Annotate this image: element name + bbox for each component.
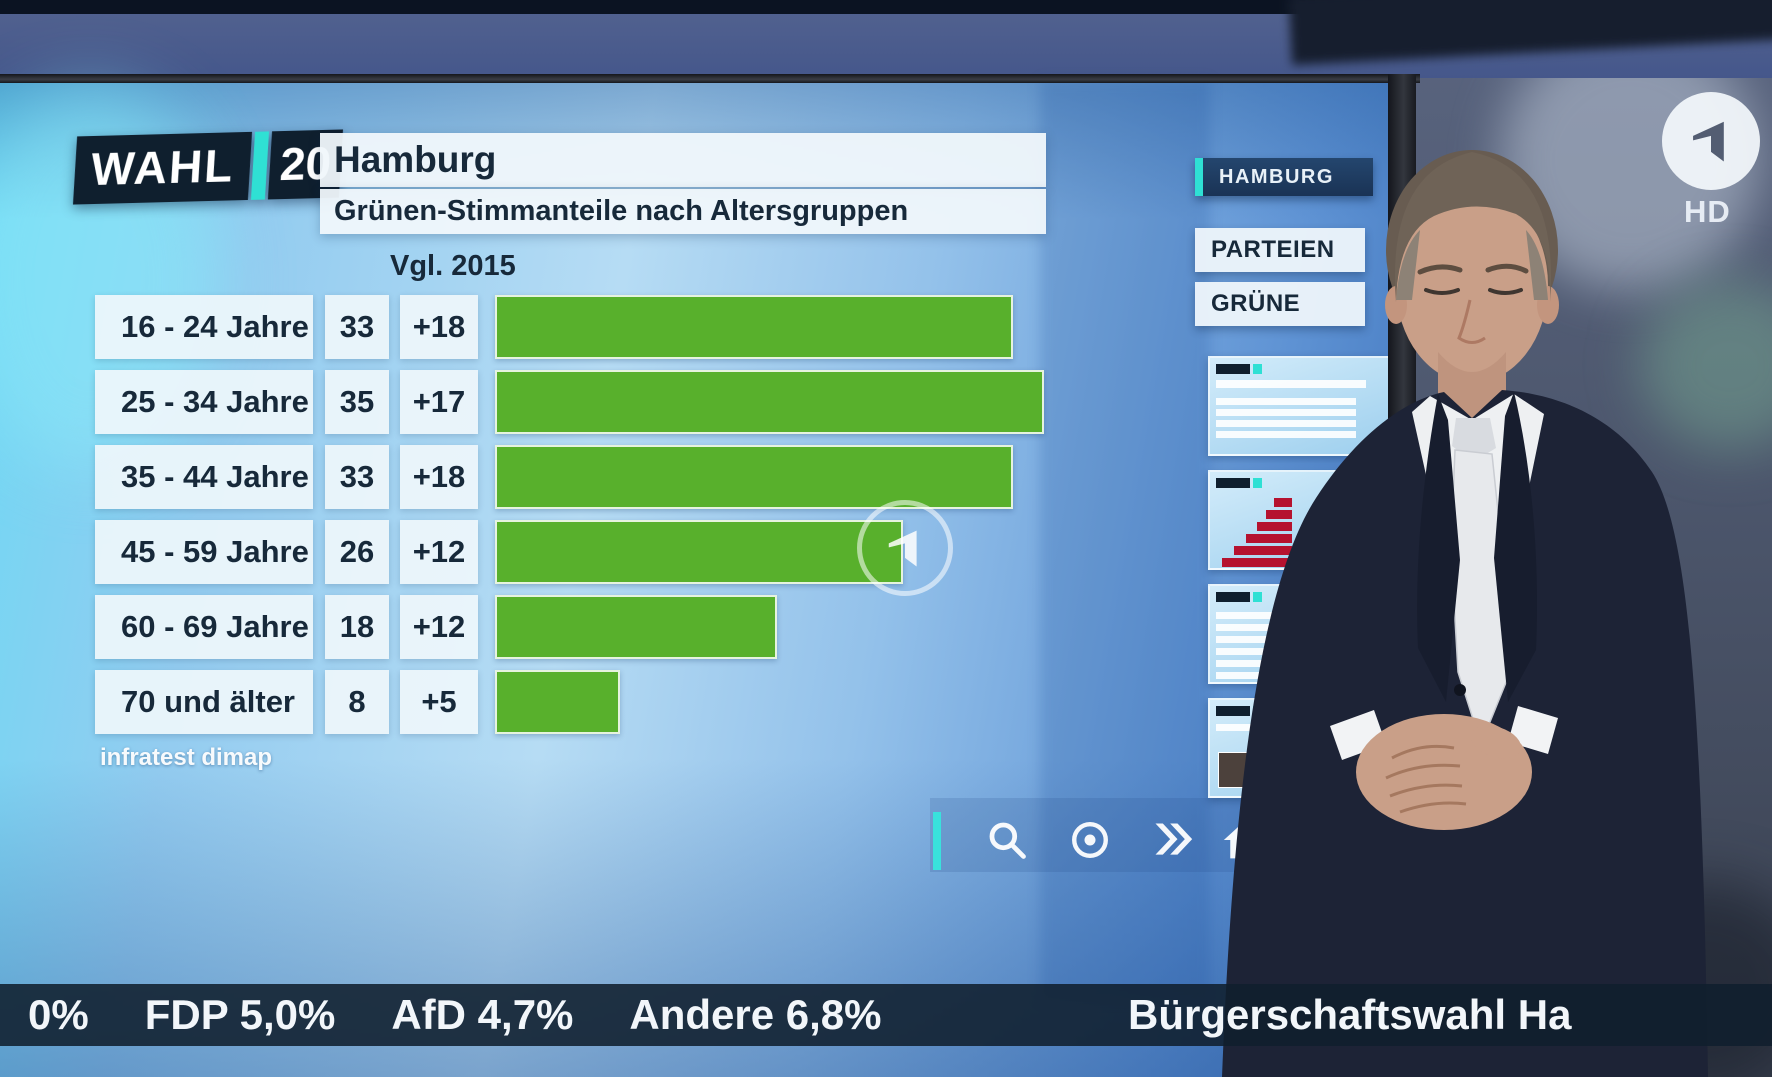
age-group-label: 70 und älter: [95, 670, 313, 734]
bar-60-69: [495, 595, 778, 659]
value-cell: 33: [325, 295, 389, 359]
news-ticker: 0% FDP 5,0% AfD 4,7% Andere 6,8% Bürgers…: [0, 984, 1772, 1046]
sidebar-item-parteien[interactable]: PARTEIEN: [1195, 228, 1365, 272]
wahl-logo-text: WAHL: [72, 131, 253, 205]
fast-forward-icon[interactable]: [1150, 818, 1194, 862]
ard-watermark-icon: [857, 500, 953, 596]
table-row: 70 und älter 8 +5: [0, 670, 1390, 734]
thumbnail-red-bar-chart[interactable]: [1208, 470, 1390, 570]
region-title: Hamburg: [320, 133, 1046, 187]
diff-cell: +5: [400, 670, 478, 734]
bar-16-24: [495, 295, 1013, 359]
diff-cell: +18: [400, 295, 478, 359]
bar-track: [495, 295, 1044, 359]
age-group-label: 25 - 34 Jahre: [95, 370, 313, 434]
home-icon[interactable]: [1222, 818, 1266, 862]
bar-25-34: [495, 370, 1044, 434]
wall-right-bezel: [1388, 74, 1416, 1077]
age-group-label: 60 - 69 Jahre: [95, 595, 313, 659]
wahl-20-logo: WAHL 20: [72, 129, 344, 205]
bar-track: [495, 670, 1044, 734]
value-cell: 8: [325, 670, 389, 734]
table-row: 35 - 44 Jahre 33 +18: [0, 445, 1390, 509]
bar-track: [495, 445, 1044, 509]
sidebar-location-hamburg[interactable]: HAMBURG: [1195, 158, 1373, 196]
source-credit: infratest dimap: [100, 744, 273, 771]
thumbnail-candidate-chart[interactable]: [1208, 698, 1390, 798]
wahl-logo-accent: [251, 131, 270, 200]
comparison-label: Vgl. 2015: [390, 250, 516, 282]
bar-track: [495, 370, 1044, 434]
ard-channel-logo-icon: [1662, 92, 1760, 190]
value-cell: 26: [325, 520, 389, 584]
value-cell: 18: [325, 595, 389, 659]
wall-top-bezel: [0, 74, 1420, 83]
age-group-label: 45 - 59 Jahre: [95, 520, 313, 584]
ticker-result-item: AfD 4,7%: [391, 991, 574, 1038]
ticker-result-item: FDP 5,0%: [144, 991, 336, 1038]
thumbnail-landtagswahlen-table[interactable]: [1208, 356, 1390, 456]
bar-35-44: [495, 445, 1013, 509]
diff-cell: +18: [400, 445, 478, 509]
age-group-label: 35 - 44 Jahre: [95, 445, 313, 509]
value-cell: 35: [325, 370, 389, 434]
chart-title: Grünen-Stimmanteile nach Altersgruppen: [320, 189, 1046, 234]
age-group-label: 16 - 24 Jahre: [95, 295, 313, 359]
table-row: 25 - 34 Jahre 35 +17: [0, 370, 1390, 434]
ticker-results: 0% FDP 5,0% AfD 4,7% Andere 6,8%: [28, 984, 882, 1046]
search-icon[interactable]: [985, 818, 1029, 862]
candidate-photo: [1218, 752, 1248, 788]
diff-cell: +12: [400, 595, 478, 659]
bar-45-59: [495, 520, 903, 584]
ticker-topic: Bürgerschaftswahl Ha: [1128, 991, 1572, 1038]
target-icon[interactable]: [1068, 818, 1112, 862]
table-row: 16 - 24 Jahre 33 +18: [0, 295, 1390, 359]
toolbar-accent-tick: [933, 812, 941, 870]
hd-badge: HD: [1684, 194, 1731, 229]
sidebar-item-gruene[interactable]: GRÜNE: [1195, 282, 1365, 326]
table-row: 60 - 69 Jahre 18 +12: [0, 595, 1390, 659]
diff-cell: +12: [400, 520, 478, 584]
bar-track: [495, 520, 1044, 584]
diff-cell: +17: [400, 370, 478, 434]
bar-70-plus: [495, 670, 621, 734]
thumbnail-green-bar-chart[interactable]: [1208, 584, 1390, 684]
ticker-result-item: 0%: [28, 991, 89, 1038]
bar-track: [495, 595, 1044, 659]
table-row: 45 - 59 Jahre 26 +12: [0, 520, 1390, 584]
ticker-result-item: Andere 6,8%: [629, 991, 882, 1038]
value-cell: 33: [325, 445, 389, 509]
